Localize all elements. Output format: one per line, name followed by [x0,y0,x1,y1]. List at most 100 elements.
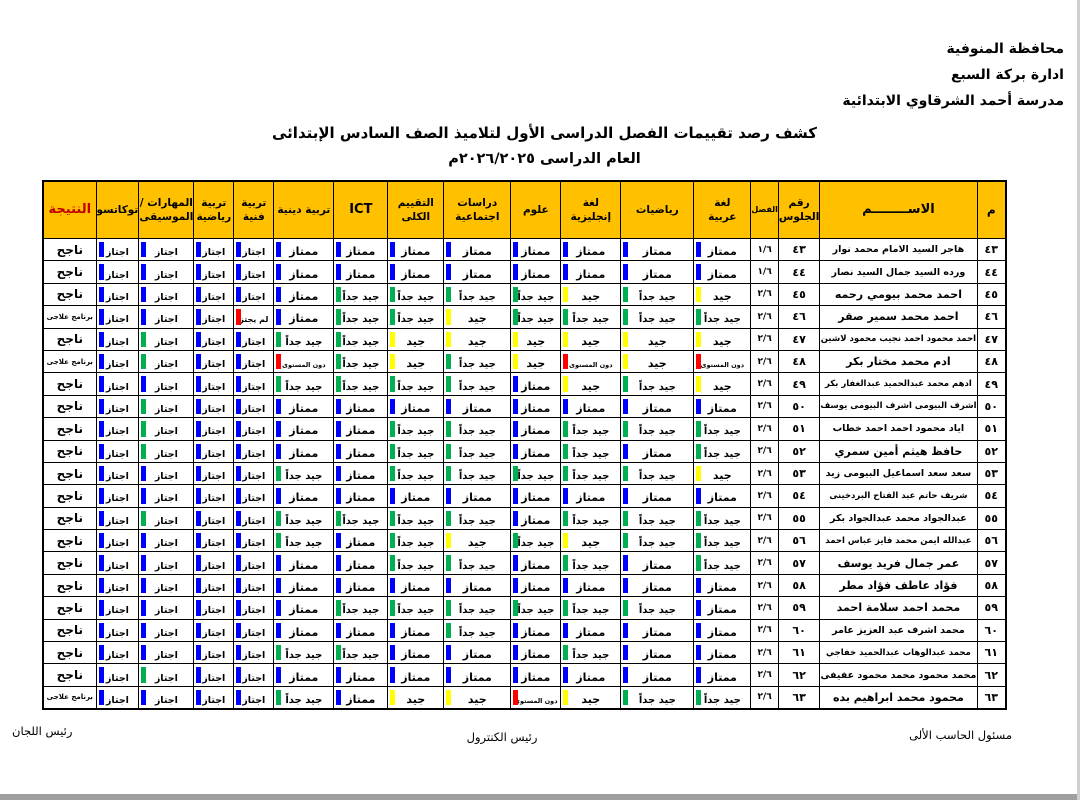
grade-label: اجتاز [105,627,129,639]
result-cell: ناجح [42,506,97,531]
grade-label: دون المستوى [700,361,745,370]
grade-level-bar [563,510,569,527]
grade-level-bar [236,488,242,504]
grade-cell-english: جيد [560,529,622,553]
grade-cell-religion: ممتاز [273,439,335,463]
grade-label: اجتاز [154,336,178,348]
grade-label: جيد جداً [703,538,741,550]
student-number: ٥٣ [976,461,1007,486]
grade-label: اجتاز [242,538,266,550]
grade-cell-tokkatsu: اجتاز [95,327,140,351]
grade-level-bar [276,533,282,549]
student-name: عمر جمال فريد يوسف [819,551,978,575]
grade-level-bar [696,555,702,571]
grade-cell-skills: اجتاز [138,529,195,553]
grade-label: جيد جداً [638,381,676,393]
grade-cell-pe: اجتاز [193,596,235,620]
grade-label: ممتاز [346,581,376,595]
grade-level-bar [98,242,104,258]
class-cell: ٢/٦ [750,461,779,486]
grade-label: جيد جداً [703,694,741,706]
grade-level-bar [446,376,452,392]
grade-cell-overall: جيد جداً [387,372,445,396]
grade-level-bar [446,242,452,258]
grade-level-bar [390,622,396,639]
grade-level-bar [390,555,396,571]
grade-level-bar [141,309,147,325]
grade-cell-overall: جيد [387,349,445,374]
student-name: سعد سعد اسماعيل البيومى زيد [819,461,978,486]
column-header-overall: التقييم الكلى [387,180,445,239]
scan-edge-bottom [0,794,1080,800]
grade-level-bar [276,667,282,683]
grade-level-bar [141,533,147,549]
result-cell: ناجح [42,573,97,598]
grade-cell-skills: اجتاز [138,461,195,486]
grade-level-bar [513,555,519,571]
column-header-science: علوم [510,180,562,239]
grade-cell-math: ممتاز [620,618,695,643]
grade-label: ممتاز [576,267,606,281]
sheet-title: كشف رصد تقييمات الفصل الدراسى الأول لتلا… [272,124,817,142]
grade-label: اجتاز [105,426,129,438]
grade-label: ممتاز [521,513,551,527]
grade-cell-arabic: ممتاز [693,484,752,508]
grade-cell-skills: اجتاز [138,282,195,307]
grade-level-bar [336,577,342,594]
grade-cell-science: ممتاز [510,372,562,396]
grade-label: جيد جداً [342,515,380,527]
grade-level-bar [623,421,629,437]
grade-label: جيد جداً [572,314,610,326]
result-cell: ناجح [42,484,97,508]
student-number: ٤٨ [976,349,1007,374]
grade-level-bar [623,689,629,705]
grade-label: جيد جداً [703,314,741,326]
student-number: ٥٩ [976,596,1007,620]
grade-level-bar [623,555,629,571]
student-name: احمد محمد بيومي رحمه [819,282,978,307]
grade-level-bar [446,331,452,347]
grade-cell-science: جيد جداً [510,529,562,553]
grade-label: جيد جداً [638,538,676,550]
grade-cell-tokkatsu: اجتاز [95,506,140,531]
grade-label: اجتاز [202,515,226,527]
student-name: اياد محمود احمد احمد خطاب [819,417,978,441]
grade-cell-social: جيد جداً [443,618,512,643]
grade-cell-social: جيد جداً [443,439,512,463]
grade-cell-arabic: ممتاز [693,573,752,598]
student-row: ٤٣ هاجر السيد الامام محمد نوار ٤٣ ١/٦ ممتاز م… [42,237,1007,262]
grade-label: ممتاز [642,648,672,662]
grade-level-bar [390,286,396,303]
grade-label: جيد جداً [638,605,676,617]
grade-label: ممتاز [289,603,319,617]
grade-label: ممتاز [401,670,431,684]
grade-cell-art: اجتاز [233,237,275,262]
grade-label: ممتاز [401,401,431,415]
grade-label: جيد جداً [572,650,610,662]
grade-level-bar [141,622,147,639]
grade-cell-arabic: جيد جداً [693,417,752,441]
grade-label: اجتاز [105,291,129,303]
grade-label: اجتاز [242,269,266,281]
grade-label: جيد [712,289,732,303]
grade-level-bar [236,689,242,705]
grade-label: اجتاز [202,381,226,393]
grade-label: اجتاز [154,672,178,684]
student-number: ٤٣ [976,237,1007,262]
grade-label: جيد جداً [458,560,496,572]
grade-label: جيد جداً [397,515,435,527]
seat-number: ٥٠ [777,394,821,419]
result-cell: ناجح [42,260,97,284]
grade-level-bar [513,533,519,549]
grade-cell-art: اجتاز [233,417,275,441]
grade-level-bar [276,376,282,392]
grade-label: جيد [406,334,426,348]
grade-level-bar [336,331,342,347]
student-name: شريف حاتم عبد الفتاح البردخينى [819,484,978,508]
grade-cell-math: جيد جداً [620,305,695,329]
grade-level-bar [696,264,702,280]
student-number: ٥٧ [976,551,1007,575]
class-cell: ٢/٦ [750,439,779,463]
class-cell: ٢/٦ [750,596,779,620]
grade-level-bar [513,667,519,683]
